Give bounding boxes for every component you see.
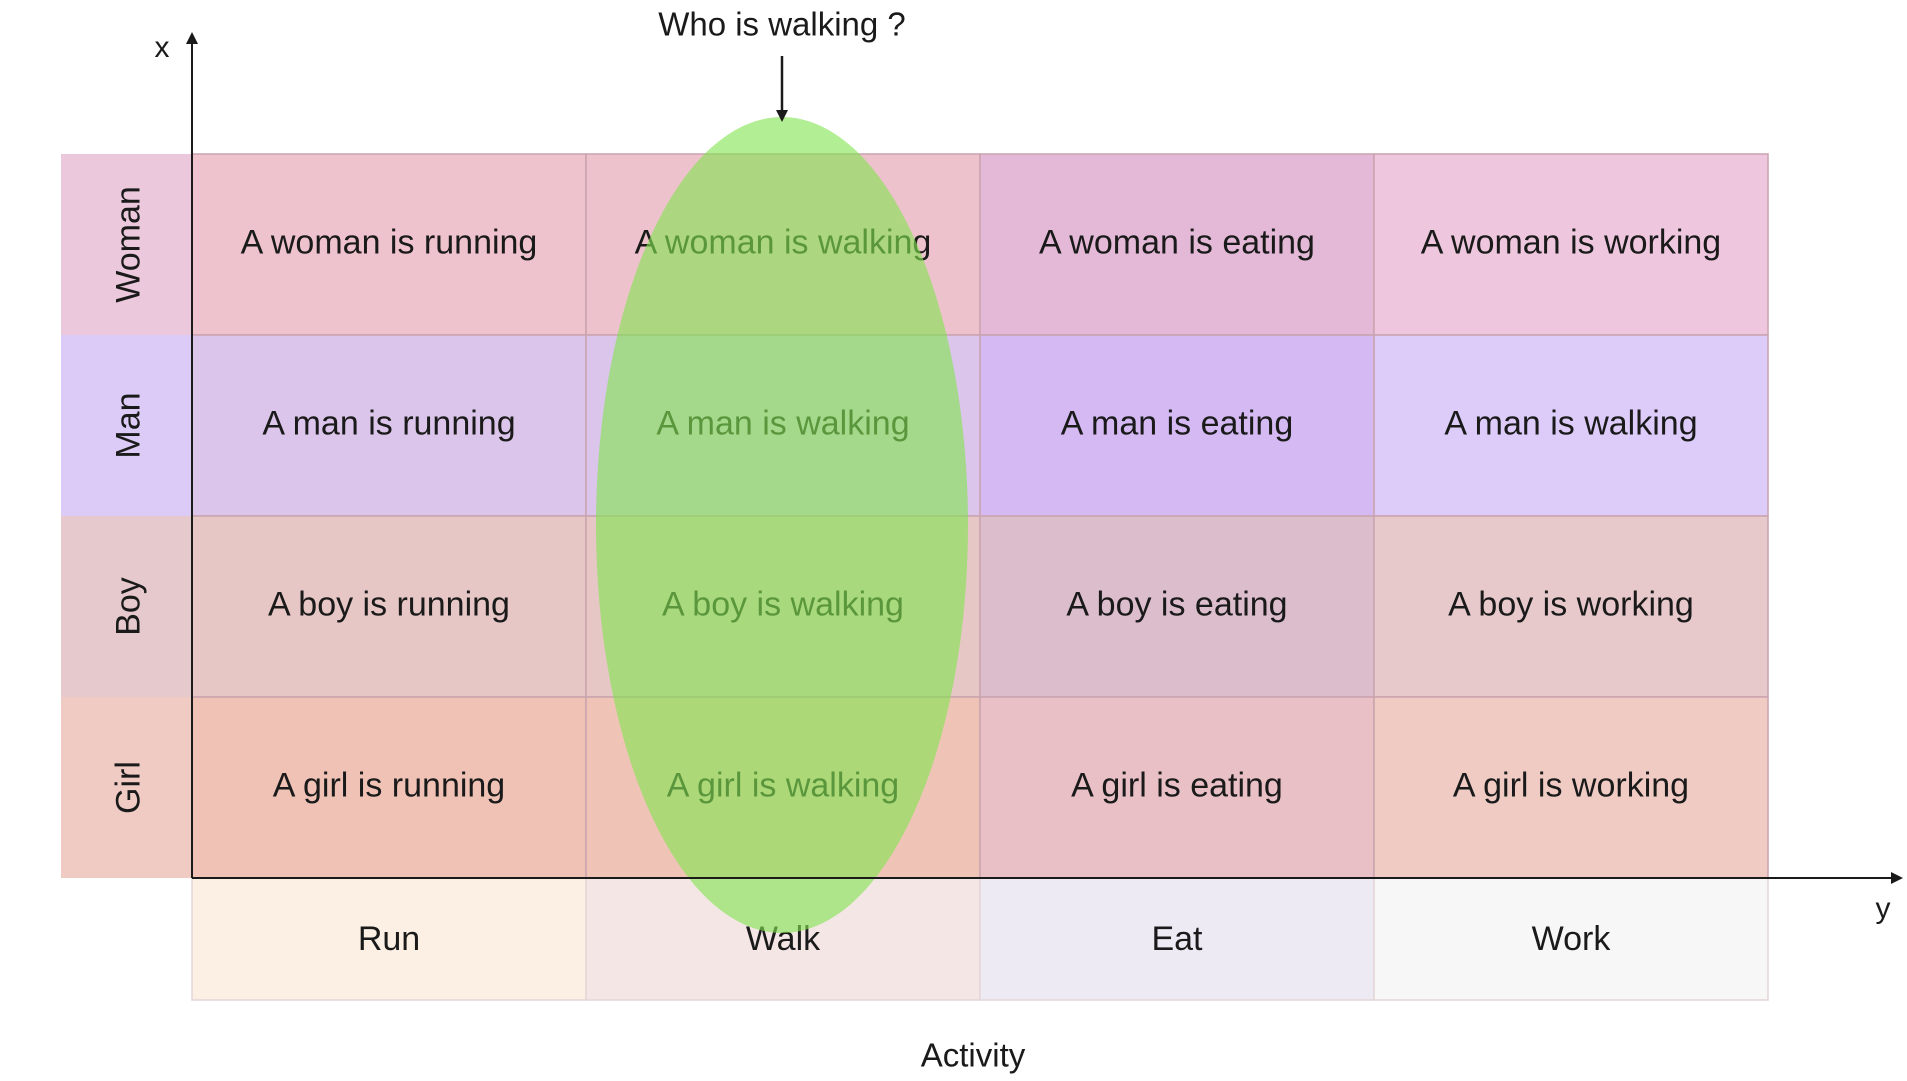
cell [979,153,1375,336]
question: Who is walking ? [658,6,906,43]
row-label-cell [61,697,192,878]
cell-text: A man is walking [1444,404,1697,442]
cell [1373,153,1769,336]
cell-text: A girl is running [273,766,505,804]
column-label-cell [191,877,587,1001]
cell-text: A woman is working [1421,223,1721,261]
highlight-ellipse [596,117,968,933]
cell-text: A man is running [262,404,515,442]
row-label-cell [61,154,192,335]
y-axis-label: y [1876,892,1891,925]
cell [1373,696,1769,879]
column-label: Run [358,920,420,958]
cell-text: A boy is working [1448,585,1694,623]
cell [979,696,1375,879]
cell [1373,334,1769,517]
column-label-cell [1373,877,1769,1001]
row-label-cell [61,516,192,697]
cell-text: A woman is running [241,223,538,261]
cell-text: A boy is eating [1066,585,1287,623]
cell-text: A man is eating [1061,404,1293,442]
row-label: Man [109,392,147,458]
cell-text: A girl is eating [1071,766,1283,804]
column-label-cell [979,877,1375,1001]
row-label: Woman [109,186,147,303]
column-label: Eat [1151,920,1203,958]
cell-text: A boy is running [268,585,510,623]
row-label: Boy [109,577,147,636]
cell [191,696,587,879]
row-label-cell [61,335,192,516]
cell [191,515,587,698]
activity-label: Activity [921,1037,1026,1074]
column-label: Work [1532,920,1612,958]
cell-text: A woman is eating [1039,223,1315,261]
row-label: Girl [109,761,147,814]
x-axis-label: x [155,31,170,64]
cell-text: A girl is working [1453,766,1689,804]
